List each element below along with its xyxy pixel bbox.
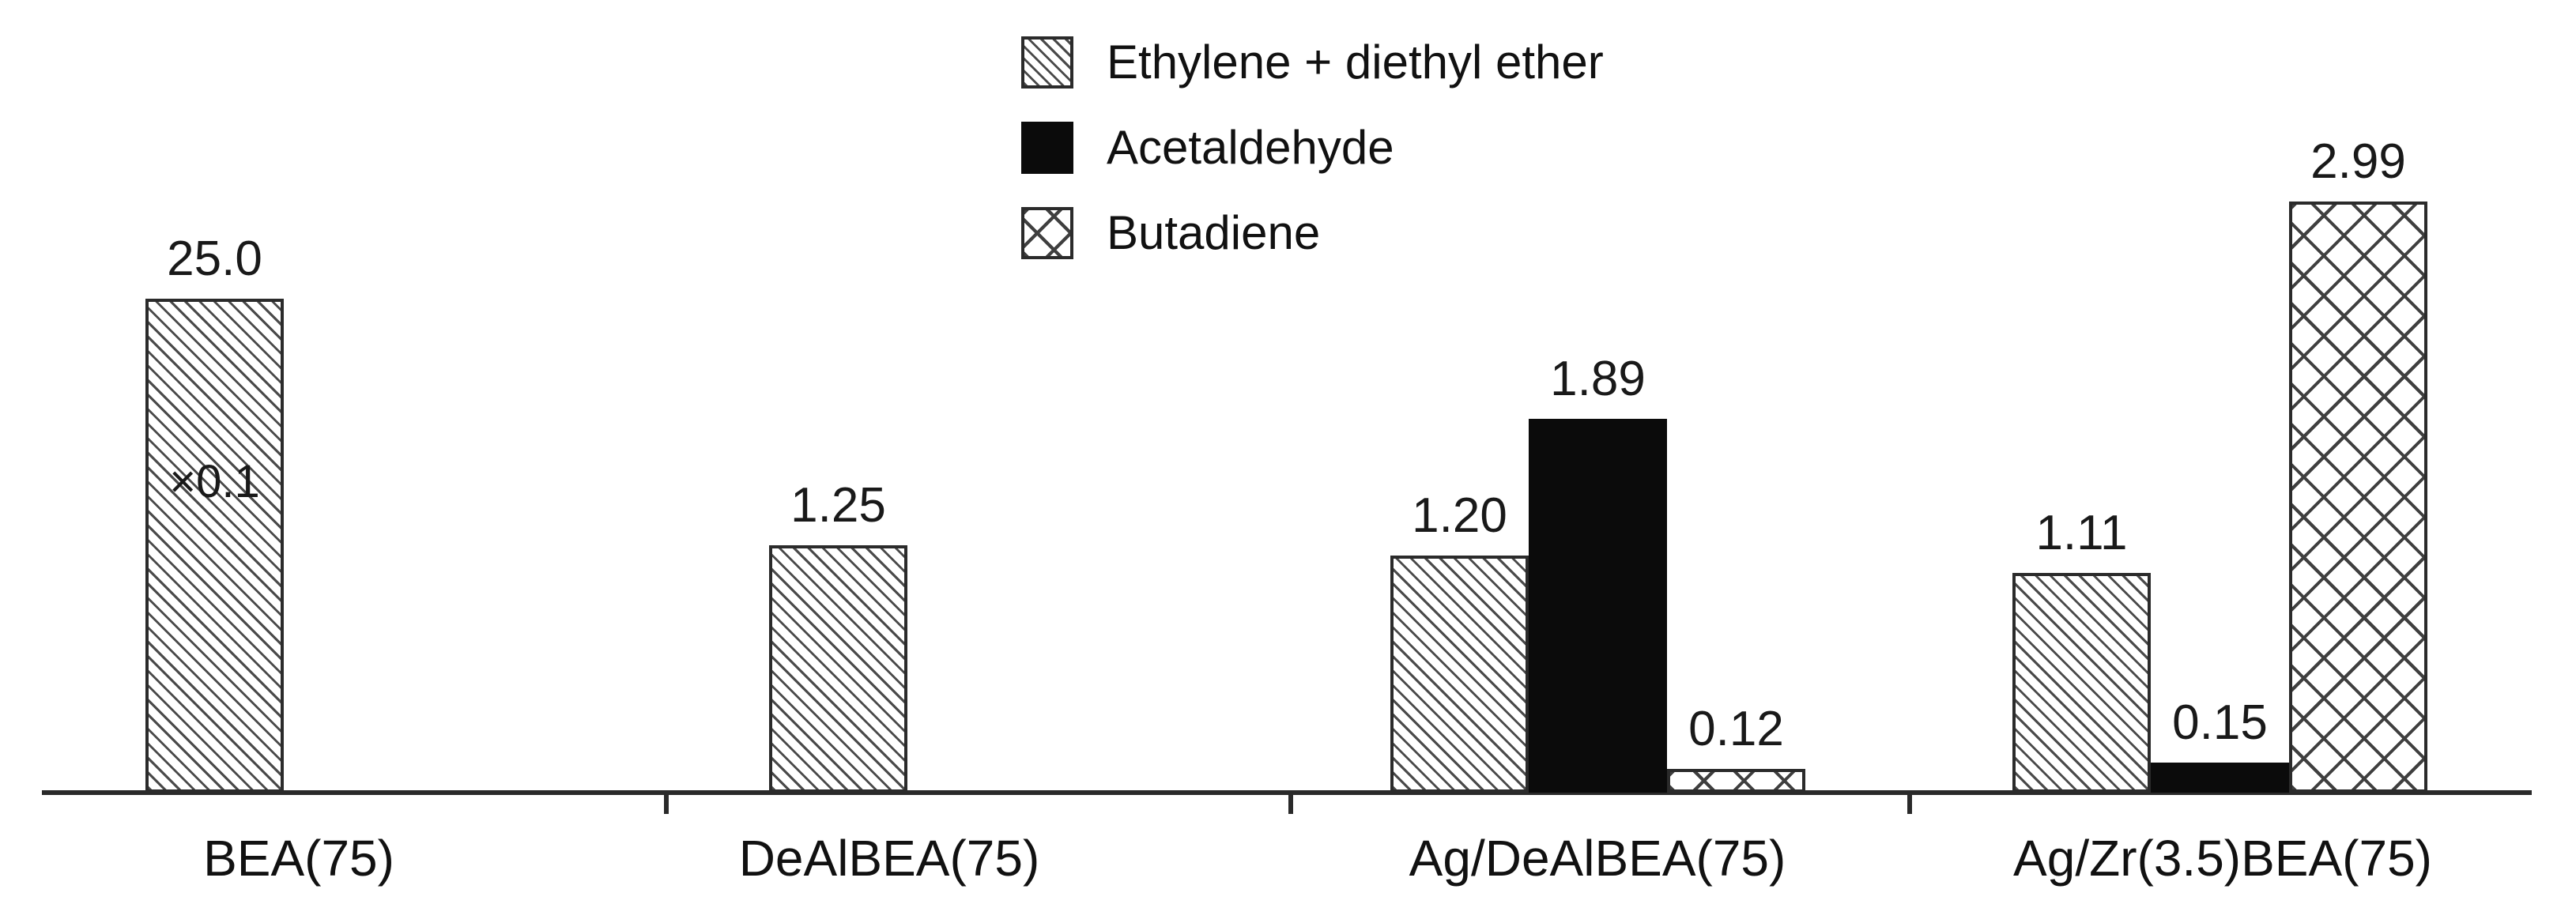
bar-value-label: 25.0: [167, 232, 262, 286]
solid-black-swatch-icon: [1021, 122, 1073, 174]
category-label-ag-zr-3-5-bea-75: Ag/Zr(3.5)BEA(75): [2013, 830, 2432, 887]
bar-value-label: 1.25: [790, 478, 886, 533]
bar-value-label: 0.15: [2172, 695, 2268, 750]
legend-row-butadiene: Butadiene: [1021, 207, 1604, 259]
legend: Ethylene + diethyl ether Acetaldehyde Bu…: [1021, 36, 1604, 292]
bar-ag-zr-3-5-bea-75-acetaldehyde: [2151, 763, 2289, 793]
diagonal-hatch-swatch-icon: [1021, 36, 1073, 89]
axis-tick: [664, 793, 669, 814]
legend-row-acetaldehyde: Acetaldehyde: [1021, 122, 1604, 174]
bar-value-label: 0.12: [1688, 702, 1784, 756]
legend-label: Butadiene: [1107, 206, 1321, 259]
bar-dealbea-75-ethylene-diethyl-ether: [769, 545, 907, 793]
legend-label: Ethylene + diethyl ether: [1107, 36, 1604, 89]
bar-ag-dealbea-75-butadiene: [1667, 769, 1805, 793]
category-label-dealbea-75: DeAlBEA(75): [738, 830, 1040, 887]
cross-hatch-swatch-icon: [1021, 207, 1073, 259]
axis-tick: [1288, 793, 1293, 814]
category-label-ag-dealbea-75: Ag/DeAlBEA(75): [1409, 830, 1786, 887]
axis-tick: [1907, 793, 1912, 814]
category-label-bea-75: BEA(75): [203, 830, 394, 887]
bar-ag-dealbea-75-acetaldehyde: [1529, 419, 1667, 793]
bar-value-label: 2.99: [2310, 134, 2406, 189]
bar-value-label: 1.11: [2035, 506, 2128, 560]
bar-bea-75-ethylene-diethyl-ether: [145, 299, 284, 793]
bar-ag-dealbea-75-ethylene-diethyl-ether: [1390, 556, 1529, 793]
bar-ag-zr-3-5-bea-75-butadiene: [2289, 202, 2427, 793]
scale-note: ×0.1: [169, 456, 260, 507]
legend-label: Acetaldehyde: [1107, 121, 1394, 174]
x-axis-line: [42, 790, 2532, 795]
bar-ag-zr-3-5-bea-75-ethylene-diethyl-ether: [2012, 573, 2151, 793]
bar-value-label: 1.89: [1550, 352, 1646, 406]
bar-value-label: 1.20: [1412, 488, 1507, 543]
legend-row-ethylene-diethyl-ether: Ethylene + diethyl ether: [1021, 36, 1604, 89]
